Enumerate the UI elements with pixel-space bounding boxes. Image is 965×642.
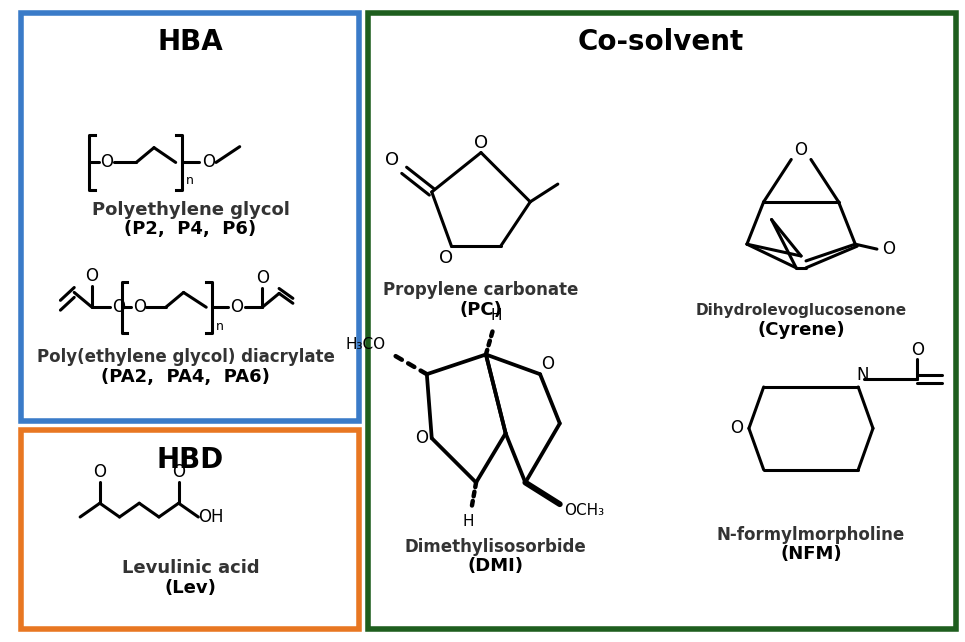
Text: O: O (385, 152, 400, 169)
Text: H: H (462, 514, 474, 530)
Text: (Lev): (Lev) (164, 579, 216, 597)
Text: O: O (731, 419, 744, 437)
Text: O: O (94, 463, 106, 481)
Text: (DMI): (DMI) (468, 557, 524, 575)
Text: HBD: HBD (157, 446, 224, 474)
Text: O: O (415, 429, 428, 447)
Text: O: O (172, 463, 185, 481)
Text: O: O (256, 268, 269, 287)
Text: O: O (474, 134, 488, 152)
Text: Dimethylisosorbide: Dimethylisosorbide (405, 537, 587, 555)
Text: Co-solvent: Co-solvent (578, 28, 744, 56)
Text: O: O (882, 240, 896, 258)
Text: N-formylmorpholine: N-formylmorpholine (717, 526, 905, 544)
Text: (PC): (PC) (459, 301, 503, 319)
Text: O: O (112, 299, 125, 317)
Text: (NFM): (NFM) (780, 546, 841, 564)
Text: Levulinic acid: Levulinic acid (122, 559, 260, 577)
Text: n: n (216, 320, 224, 333)
Text: (Cyrene): (Cyrene) (758, 321, 845, 339)
Text: O: O (541, 355, 555, 374)
Text: O: O (794, 141, 808, 159)
Text: H₃CO: H₃CO (345, 337, 386, 352)
Text: OCH₃: OCH₃ (565, 503, 604, 517)
Text: Polyethylene glycol: Polyethylene glycol (92, 201, 290, 219)
Text: O: O (133, 299, 146, 317)
Text: O: O (231, 299, 243, 317)
Text: O: O (202, 153, 214, 171)
Text: HBA: HBA (157, 28, 223, 56)
Text: Poly(ethylene glycol) diacrylate: Poly(ethylene glycol) diacrylate (37, 349, 335, 367)
Text: Dihydrolevoglucosenone: Dihydrolevoglucosenone (696, 302, 907, 318)
Text: (P2,  P4,  P6): (P2, P4, P6) (124, 220, 257, 238)
Text: H: H (490, 308, 502, 322)
Bar (21, 430, 359, 629)
Text: Propylene carbonate: Propylene carbonate (383, 281, 579, 299)
Text: n: n (185, 173, 193, 187)
Text: OH: OH (199, 508, 224, 526)
Text: N: N (856, 366, 868, 384)
Bar (368, 13, 955, 629)
Text: O: O (911, 340, 924, 359)
Bar (21, 13, 359, 421)
Text: O: O (439, 249, 454, 267)
Text: (PA2,  PA4,  PA6): (PA2, PA4, PA6) (101, 368, 270, 386)
Text: O: O (86, 266, 98, 284)
Text: O: O (100, 153, 113, 171)
